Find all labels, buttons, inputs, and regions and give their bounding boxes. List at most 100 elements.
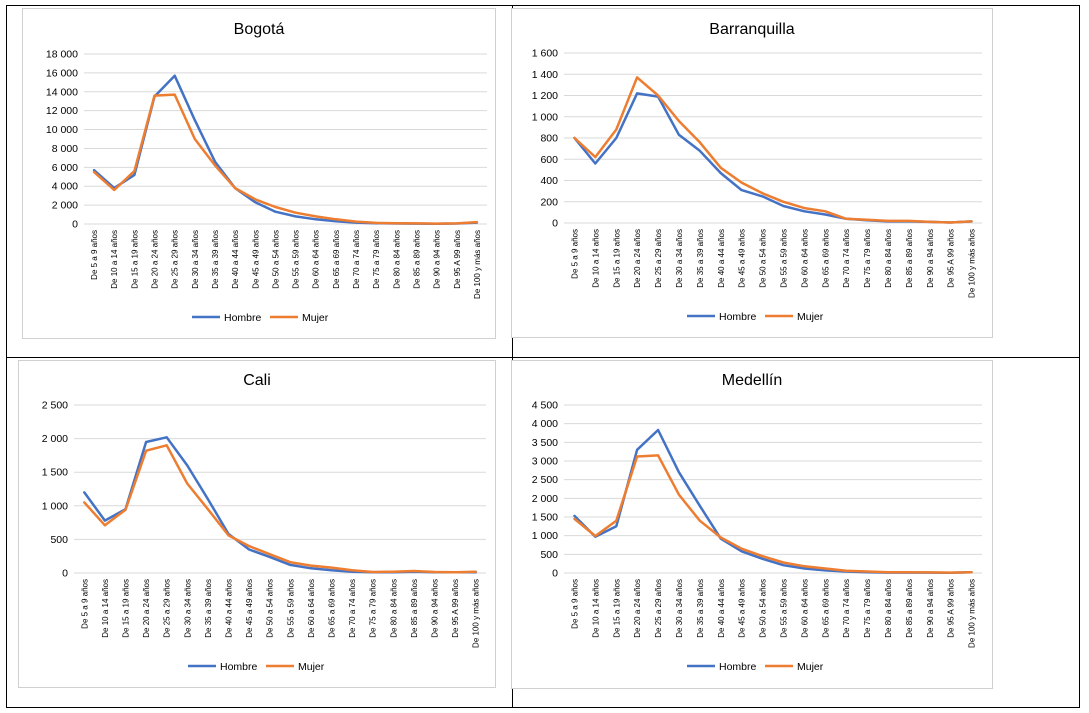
x-tick-label: De 100 y más años — [968, 229, 977, 298]
x-tick-label: De 15 a 19 años — [130, 230, 139, 289]
x-tick-label: De 15 a 19 años — [612, 579, 621, 638]
x-tick-label: De 65 a 69 años — [328, 579, 337, 638]
x-tick-label: De 40 a 44 años — [717, 579, 726, 638]
y-tick-label: 0 — [552, 218, 558, 230]
y-tick-label: 10 000 — [46, 124, 78, 136]
series-line-mujer — [83, 444, 477, 574]
x-tick-label: De 75 a 79 años — [372, 230, 381, 289]
x-tick-label: De 60 a 64 años — [800, 229, 809, 288]
x-tick-label: De 55 a 59 años — [779, 229, 788, 288]
x-tick-label: De 95 A 99 años — [453, 230, 462, 289]
y-tick-label: 2 500 — [42, 400, 68, 412]
x-tick-label: De 85 a 89 años — [905, 229, 914, 288]
x-tick-label: De 45 a 49 años — [738, 229, 747, 288]
y-tick-label: 800 — [540, 133, 558, 145]
x-tick-label: De 70 a 74 años — [842, 229, 851, 288]
x-tick-label: De 5 a 9 años — [570, 229, 579, 279]
x-tick-label: De 85 a 89 años — [410, 579, 419, 638]
x-tick-label: De 20 a 24 años — [142, 579, 151, 638]
x-tick-label: De 95 A 99 años — [947, 579, 956, 638]
y-tick-label: 200 — [540, 196, 558, 208]
chart-svg: Cali 0 500 1 000 1 500 2 000 2 500 De 5 a 9 año… — [18, 360, 496, 688]
series-line-mujer — [573, 76, 973, 224]
x-tick-label: De 55 a 59 años — [286, 579, 295, 638]
chart-bogota: Bogotá 0 2 000 4 000 6 000 8 000 10 000 12 000 1… — [22, 8, 496, 339]
x-tick-label: De 75 a 79 años — [863, 229, 872, 288]
x-tick-label: De 80 a 84 años — [389, 579, 398, 638]
legend-label-hombre: Hombre — [719, 311, 757, 323]
legend-label-mujer: Mujer — [797, 311, 824, 323]
table-divider-horizontal — [7, 357, 1079, 358]
y-tick-label: 1 000 — [532, 530, 558, 542]
x-tick-label: De 60 a 64 años — [307, 579, 316, 638]
x-tick-label: De 90 a 94 años — [433, 230, 442, 289]
x-tick-label: De 50 a 54 años — [759, 229, 768, 288]
y-tick-label: 12 000 — [46, 105, 78, 117]
chart-frame — [511, 360, 993, 689]
y-tick-label: 1 000 — [42, 500, 68, 512]
y-tick-label: 2 000 — [42, 433, 68, 445]
x-tick-label: De 15 a 19 años — [612, 229, 621, 288]
y-tick-label: 600 — [540, 154, 558, 166]
x-tick-label: De 35 a 39 años — [204, 579, 213, 638]
x-tick-label: De 35 a 39 años — [696, 579, 705, 638]
y-tick-label: 0 — [552, 568, 558, 580]
x-tick-label: De 95 A 99 años — [451, 579, 460, 638]
chart-svg: Medellín 0 500 1 000 1 500 2 000 2 500 3 000 3 5… — [511, 360, 993, 689]
y-tick-label: 0 — [62, 568, 68, 580]
x-tick-label: De 90 a 94 años — [926, 579, 935, 638]
x-tick-label: De 20 a 24 años — [633, 229, 642, 288]
x-tick-label: De 10 a 14 años — [110, 230, 119, 289]
x-tick-label: De 5 a 9 años — [80, 579, 89, 629]
y-tick-label: 500 — [50, 534, 68, 546]
y-tick-label: 4 000 — [52, 181, 78, 193]
x-tick-label: De 5 a 9 años — [570, 579, 579, 629]
legend-label-mujer: Mujer — [797, 661, 824, 673]
x-tick-label: De 10 a 14 años — [101, 579, 110, 638]
x-tick-label: De 5 a 9 años — [90, 230, 99, 280]
x-tick-label: De 40 a 44 años — [225, 579, 234, 638]
x-tick-label: De 15 a 19 años — [122, 579, 131, 638]
x-tick-label: De 50 a 54 años — [266, 579, 275, 638]
x-tick-label: De 100 y más años — [968, 579, 977, 648]
chart-title: Barranquilla — [709, 21, 794, 38]
x-tick-label: De 80 a 84 años — [884, 579, 893, 638]
x-tick-label: De 40 a 44 años — [231, 230, 240, 289]
y-tick-label: 1 500 — [42, 467, 68, 479]
y-tick-label: 1 600 — [532, 48, 558, 60]
legend-label-hombre: Hombre — [220, 661, 258, 673]
x-tick-label: De 85 a 89 años — [905, 579, 914, 638]
legend-label-hombre: Hombre — [719, 661, 757, 673]
y-tick-label: 2 000 — [52, 200, 78, 212]
legend-label-mujer: Mujer — [302, 312, 329, 324]
y-tick-label: 8 000 — [52, 143, 78, 155]
y-tick-label: 3 000 — [532, 456, 558, 468]
x-tick-label: De 60 a 64 años — [800, 579, 809, 638]
legend-label-mujer: Mujer — [298, 661, 325, 673]
y-tick-label: 3 500 — [532, 437, 558, 449]
y-tick-label: 6 000 — [52, 162, 78, 174]
y-tick-label: 1 400 — [532, 69, 558, 81]
x-tick-label: De 25 a 29 años — [654, 229, 663, 288]
y-tick-label: 1 500 — [532, 512, 558, 524]
x-tick-label: De 50 a 54 años — [271, 230, 280, 289]
chart-title: Bogotá — [234, 21, 285, 38]
y-tick-label: 18 000 — [46, 49, 78, 61]
x-tick-label: De 30 a 34 años — [675, 579, 684, 638]
y-tick-label: 4 500 — [532, 400, 558, 412]
x-tick-label: De 20 a 24 años — [151, 230, 160, 289]
x-tick-label: De 10 a 14 años — [591, 229, 600, 288]
x-tick-label: De 45 a 49 años — [251, 230, 260, 289]
x-tick-label: De 60 a 64 años — [312, 230, 321, 289]
x-tick-label: De 30 a 34 años — [675, 229, 684, 288]
y-tick-label: 16 000 — [46, 67, 78, 79]
x-tick-label: De 100 y más años — [473, 230, 482, 299]
x-tick-label: De 10 a 14 años — [591, 579, 600, 638]
x-tick-label: De 100 y más años — [472, 579, 481, 648]
x-tick-label: De 25 a 29 años — [654, 579, 663, 638]
x-tick-label: De 65 a 69 años — [821, 579, 830, 638]
x-tick-label: De 80 a 84 años — [392, 230, 401, 289]
chart-frame — [22, 8, 496, 339]
x-tick-label: De 70 a 74 años — [352, 230, 361, 289]
x-tick-label: De 65 a 69 años — [332, 230, 341, 289]
